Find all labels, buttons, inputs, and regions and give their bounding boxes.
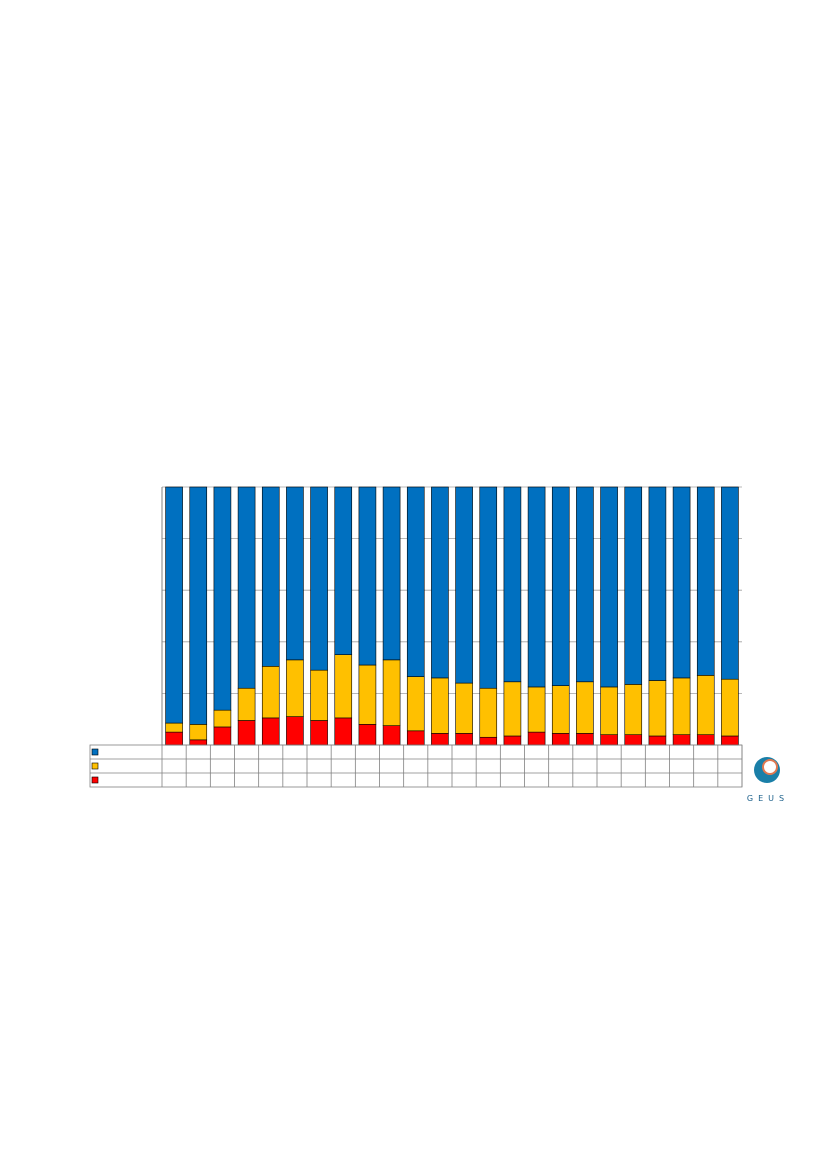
- bar-segment: [721, 735, 739, 746]
- bar-segment: [358, 664, 377, 725]
- bar-segment: [600, 686, 618, 735]
- bar-segment: [551, 733, 570, 746]
- bar-segment: [576, 733, 594, 746]
- bar-segment: [576, 486, 594, 683]
- bar-segment: [358, 724, 377, 746]
- bar-segment: [527, 731, 546, 746]
- bar-segment: [213, 486, 232, 711]
- bar-segment: [382, 486, 401, 661]
- bar-segment: [479, 736, 498, 746]
- bar-segment: [455, 486, 473, 684]
- bar-segment: [624, 684, 643, 735]
- bar-segment: [624, 486, 643, 685]
- bar-segment: [261, 666, 280, 719]
- bar-segment: [551, 685, 570, 734]
- bar-segment: [672, 677, 691, 735]
- bar-segment: [406, 730, 425, 746]
- logo-text: GEUS: [747, 794, 789, 803]
- bar-segment: [334, 654, 353, 719]
- bar-segment: [165, 731, 183, 746]
- bar-segment: [261, 486, 280, 667]
- bar-segment: [237, 687, 256, 721]
- bar-segment: [431, 733, 449, 746]
- bar-segment: [286, 486, 304, 661]
- bar-segment: [189, 739, 208, 746]
- bar-segment: [358, 486, 377, 666]
- bar-segment: [527, 686, 546, 733]
- legend-swatch: [91, 762, 99, 770]
- bar-segment: [189, 486, 208, 725]
- bar-segment: [334, 486, 353, 655]
- bar-segment: [624, 734, 643, 746]
- bar-segment: [455, 733, 473, 746]
- bar-segment: [213, 726, 232, 746]
- bar-segment: [165, 722, 183, 733]
- bar-segment: [600, 486, 618, 688]
- bar-segment: [310, 720, 328, 746]
- bar-segment: [310, 669, 328, 721]
- bar-segment: [213, 709, 232, 728]
- bar-segment: [503, 735, 522, 746]
- bar-segment: [696, 486, 715, 676]
- bar-segment: [237, 486, 256, 689]
- table-frame: [89, 744, 743, 788]
- bar-segment: [696, 734, 715, 746]
- bar-segment: [527, 486, 546, 688]
- bar-segment: [382, 659, 401, 726]
- bar-segment: [261, 717, 280, 746]
- bar-segment: [455, 682, 473, 734]
- legend-swatch: [91, 776, 99, 784]
- bar-segment: [334, 717, 353, 746]
- bar-segment: [576, 681, 594, 734]
- bar-segment: [648, 680, 667, 737]
- bar-segment: [286, 659, 304, 717]
- bar-segment: [696, 675, 715, 735]
- bar-segment: [648, 486, 667, 681]
- logo-mark: [762, 759, 778, 775]
- bar-segment: [431, 677, 449, 734]
- bar-segment: [721, 486, 739, 680]
- bar-segment: [479, 486, 498, 689]
- bar-segment: [503, 486, 522, 683]
- bar-segment: [165, 486, 183, 724]
- bar-segment: [406, 486, 425, 677]
- bar-segment: [310, 486, 328, 671]
- bar-segment: [479, 687, 498, 738]
- bar-segment: [672, 486, 691, 679]
- bar-segment: [406, 676, 425, 732]
- bar-segment: [189, 724, 208, 741]
- bar-segment: [721, 678, 739, 737]
- bar-segment: [600, 734, 618, 746]
- bar-segment: [237, 720, 256, 746]
- bar-segment: [382, 725, 401, 746]
- bar-segment: [672, 734, 691, 746]
- legend-swatch: [91, 748, 99, 756]
- bar-segment: [648, 735, 667, 746]
- bar-segment: [551, 486, 570, 686]
- bar-segment: [286, 716, 304, 746]
- bar-segment: [503, 681, 522, 737]
- bar-segment: [431, 486, 449, 679]
